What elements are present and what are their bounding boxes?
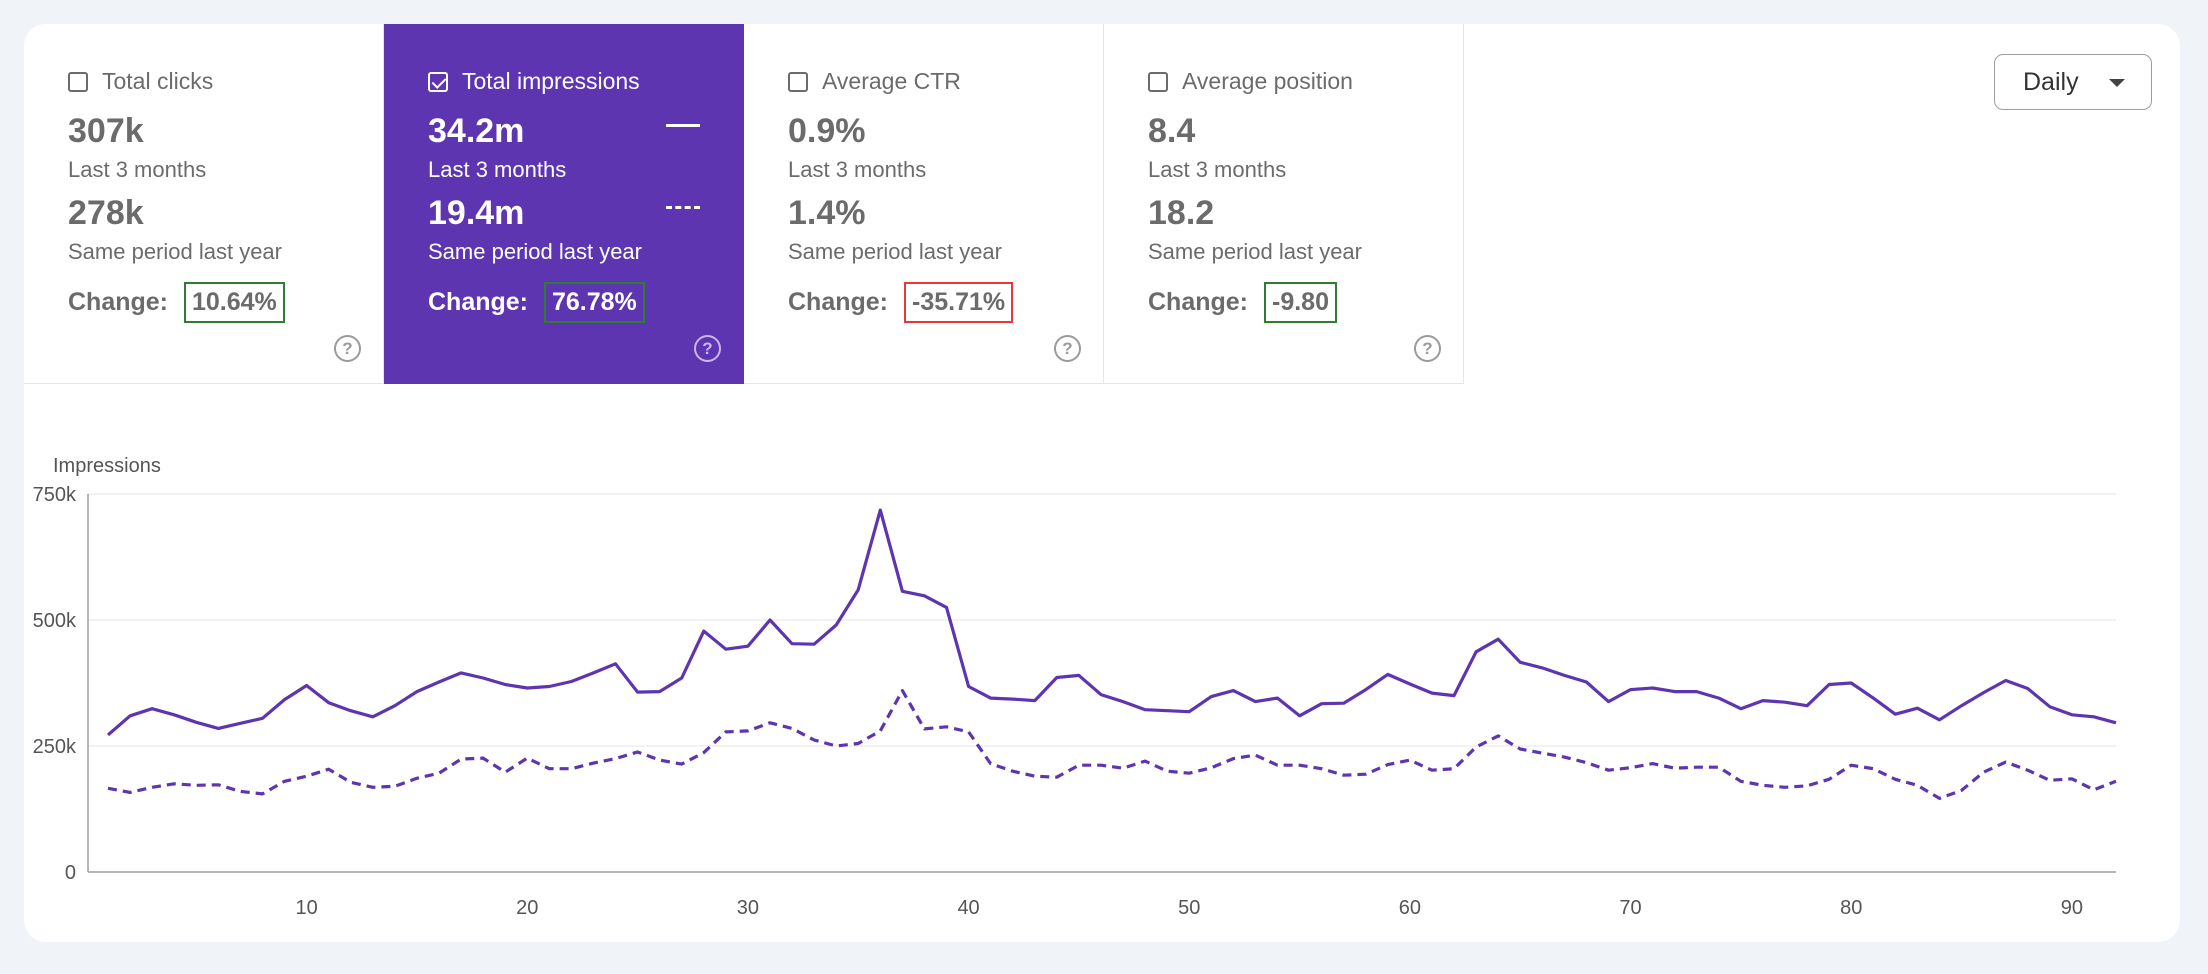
- metric-title: Total clicks: [102, 68, 214, 94]
- metric-card-header[interactable]: Total impressions: [428, 68, 640, 95]
- change-label: Change:: [428, 288, 528, 316]
- metric-period: Last 3 months: [788, 157, 927, 182]
- solid-line-legend-icon: [666, 124, 700, 127]
- x-tick-label: 50: [1178, 897, 1200, 919]
- metric-change: Change: 76.78%: [428, 282, 645, 323]
- metric-value: 8.4: [1148, 112, 1196, 150]
- y-tick-label: 0: [65, 862, 76, 884]
- metric-prev-value: 19.4m: [428, 194, 525, 232]
- change-value-badge: 76.78%: [544, 282, 645, 323]
- help-icon[interactable]: ?: [334, 335, 361, 362]
- metric-title: Total impressions: [462, 68, 640, 94]
- change-value-badge: 10.64%: [184, 282, 285, 323]
- x-tick-label: 60: [1399, 897, 1421, 919]
- metric-period: Last 3 months: [68, 157, 207, 182]
- metric-period: Last 3 months: [1148, 157, 1287, 182]
- y-tick-label: 250k: [33, 736, 77, 758]
- metric-checkbox[interactable]: [428, 71, 448, 92]
- x-tick-label: 90: [2061, 897, 2083, 919]
- series-line-current: [106, 508, 2117, 737]
- metric-checkbox[interactable]: [788, 71, 808, 92]
- metric-checkbox[interactable]: [68, 71, 88, 92]
- metric-prev-period: Same period last year: [1148, 239, 1362, 264]
- x-tick-label: 40: [957, 897, 979, 919]
- y-axis-label: Impressions: [53, 455, 161, 477]
- change-value-badge: -9.80: [1264, 282, 1337, 323]
- metric-prev-period: Same period last year: [428, 239, 642, 264]
- x-tick-label: 30: [737, 897, 759, 919]
- caret-down-icon: [2109, 79, 2125, 87]
- dashed-line-legend-icon: [666, 206, 700, 209]
- performance-panel: Total clicks 307k Last 3 months 278k Sam…: [24, 24, 2180, 942]
- x-tick-label: 20: [516, 897, 538, 919]
- metric-card-header[interactable]: Average position: [1148, 68, 1353, 95]
- metric-checkbox[interactable]: [1148, 71, 1168, 92]
- metric-title: Average CTR: [822, 68, 961, 94]
- impressions-line-chart: Impressions 0 250k 500k 750k 10 20 30 40 50 60 70 80…: [33, 455, 2117, 919]
- metric-card-average-ctr[interactable]: Average CTR 0.9% Last 3 months 1.4% Same…: [744, 24, 1104, 384]
- help-icon[interactable]: ?: [1054, 335, 1081, 362]
- help-icon[interactable]: ?: [1414, 335, 1441, 362]
- metric-prev-period: Same period last year: [68, 239, 282, 264]
- x-tick-label: 10: [295, 897, 317, 919]
- metric-card-average-position[interactable]: Average position 8.4 Last 3 months 18.2 …: [1104, 24, 1464, 384]
- metric-value: 34.2m: [428, 112, 525, 150]
- metric-card-header[interactable]: Total clicks: [68, 68, 213, 95]
- metric-card-header[interactable]: Average CTR: [788, 68, 961, 95]
- metric-prev-period: Same period last year: [788, 239, 1002, 264]
- metric-change: Change: -9.80: [1148, 282, 1337, 323]
- metric-cards: Total clicks 307k Last 3 months 278k Sam…: [24, 24, 1464, 385]
- metric-period: Last 3 months: [428, 157, 567, 182]
- x-tick-label: 80: [1840, 897, 1862, 919]
- series-line-previous-year: [107, 689, 2117, 800]
- metric-change: Change: -35.71%: [788, 282, 1014, 323]
- metric-value: 0.9%: [788, 112, 866, 150]
- metric-card-total-clicks[interactable]: Total clicks 307k Last 3 months 278k Sam…: [24, 24, 384, 384]
- granularity-dropdown[interactable]: Daily: [1994, 54, 2152, 110]
- metric-prev-value: 278k: [68, 194, 144, 232]
- change-label: Change:: [1148, 288, 1248, 316]
- metric-change: Change: 10.64%: [68, 282, 285, 323]
- help-icon[interactable]: ?: [694, 335, 721, 362]
- metric-card-total-impressions[interactable]: Total impressions 34.2m Last 3 months 19…: [384, 24, 744, 384]
- checkmark-icon: [431, 73, 447, 89]
- metric-prev-value: 18.2: [1148, 194, 1215, 232]
- x-tick-label: 70: [1619, 897, 1641, 919]
- y-tick-label: 750k: [33, 484, 77, 506]
- metric-prev-value: 1.4%: [788, 194, 866, 232]
- change-label: Change:: [788, 288, 888, 316]
- change-value-badge: -35.71%: [904, 282, 1014, 323]
- metric-value: 307k: [68, 112, 144, 150]
- change-label: Change:: [68, 288, 168, 316]
- y-tick-label: 500k: [33, 610, 77, 632]
- granularity-selected: Daily: [2023, 67, 2079, 96]
- metric-title: Average position: [1182, 68, 1353, 94]
